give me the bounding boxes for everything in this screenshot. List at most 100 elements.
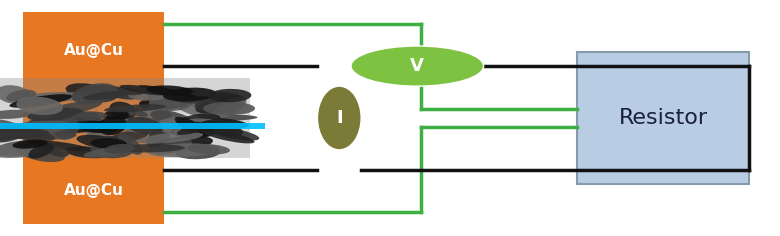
Ellipse shape: [163, 88, 216, 101]
Ellipse shape: [154, 139, 192, 154]
FancyBboxPatch shape: [577, 52, 749, 184]
Ellipse shape: [196, 95, 246, 114]
Ellipse shape: [27, 140, 90, 151]
Ellipse shape: [151, 110, 193, 127]
Ellipse shape: [128, 88, 168, 101]
Ellipse shape: [176, 96, 222, 104]
Ellipse shape: [104, 119, 155, 133]
Ellipse shape: [117, 120, 166, 132]
Ellipse shape: [147, 127, 171, 147]
Ellipse shape: [158, 120, 201, 133]
Ellipse shape: [90, 136, 119, 154]
Ellipse shape: [200, 129, 254, 143]
Ellipse shape: [60, 123, 90, 133]
Ellipse shape: [28, 119, 63, 128]
Ellipse shape: [17, 144, 66, 162]
Ellipse shape: [203, 102, 255, 115]
Text: V: V: [410, 57, 424, 75]
FancyBboxPatch shape: [0, 123, 265, 129]
FancyBboxPatch shape: [23, 12, 164, 224]
Ellipse shape: [85, 123, 122, 133]
Ellipse shape: [207, 127, 259, 141]
Ellipse shape: [69, 120, 112, 133]
Ellipse shape: [104, 110, 129, 121]
Ellipse shape: [78, 117, 114, 133]
Ellipse shape: [210, 119, 249, 128]
Ellipse shape: [177, 118, 227, 135]
Text: Resistor: Resistor: [619, 108, 707, 128]
Ellipse shape: [0, 85, 32, 104]
Ellipse shape: [83, 147, 129, 158]
Ellipse shape: [113, 106, 148, 117]
Ellipse shape: [20, 92, 93, 102]
Ellipse shape: [161, 118, 219, 135]
Ellipse shape: [0, 128, 35, 143]
Ellipse shape: [45, 111, 108, 125]
Ellipse shape: [0, 129, 49, 139]
Ellipse shape: [57, 120, 109, 132]
Ellipse shape: [28, 143, 55, 159]
Ellipse shape: [61, 122, 102, 132]
Ellipse shape: [208, 89, 251, 102]
Ellipse shape: [94, 136, 132, 149]
Ellipse shape: [171, 126, 214, 138]
Ellipse shape: [105, 144, 135, 154]
Ellipse shape: [68, 112, 101, 131]
Ellipse shape: [90, 138, 126, 149]
Ellipse shape: [115, 144, 185, 152]
Ellipse shape: [121, 118, 156, 131]
Ellipse shape: [6, 90, 36, 102]
Ellipse shape: [176, 114, 221, 129]
Ellipse shape: [66, 83, 110, 100]
Ellipse shape: [0, 119, 23, 135]
Ellipse shape: [156, 117, 204, 133]
Ellipse shape: [9, 94, 73, 108]
Ellipse shape: [101, 86, 137, 100]
Ellipse shape: [201, 120, 243, 136]
Text: I: I: [336, 109, 342, 127]
FancyBboxPatch shape: [0, 78, 250, 158]
Ellipse shape: [126, 117, 163, 135]
Ellipse shape: [175, 117, 207, 135]
Ellipse shape: [0, 140, 48, 156]
Ellipse shape: [182, 122, 213, 137]
Ellipse shape: [317, 86, 361, 150]
Ellipse shape: [351, 46, 484, 86]
Ellipse shape: [187, 144, 230, 155]
Ellipse shape: [194, 96, 227, 110]
Ellipse shape: [217, 93, 245, 103]
Ellipse shape: [147, 143, 219, 157]
Text: Au@Cu: Au@Cu: [64, 42, 123, 58]
Ellipse shape: [70, 117, 105, 128]
Ellipse shape: [61, 119, 112, 132]
Ellipse shape: [82, 90, 118, 103]
Ellipse shape: [78, 121, 118, 133]
Ellipse shape: [176, 146, 220, 159]
Ellipse shape: [27, 108, 83, 121]
Ellipse shape: [86, 85, 143, 95]
Ellipse shape: [198, 115, 257, 121]
Ellipse shape: [84, 121, 116, 129]
Ellipse shape: [55, 118, 79, 140]
Ellipse shape: [104, 104, 166, 112]
Ellipse shape: [139, 98, 181, 110]
Ellipse shape: [0, 127, 55, 141]
Text: Au@Cu: Au@Cu: [64, 183, 123, 198]
Ellipse shape: [147, 137, 179, 147]
Ellipse shape: [51, 113, 101, 130]
Ellipse shape: [173, 101, 221, 119]
Ellipse shape: [0, 123, 26, 141]
Ellipse shape: [212, 97, 239, 111]
Ellipse shape: [147, 85, 193, 96]
Ellipse shape: [7, 125, 76, 139]
Ellipse shape: [44, 146, 69, 157]
Ellipse shape: [98, 116, 127, 135]
Ellipse shape: [210, 92, 243, 102]
Ellipse shape: [76, 135, 126, 149]
Ellipse shape: [3, 121, 73, 135]
Ellipse shape: [146, 87, 187, 108]
Ellipse shape: [109, 102, 136, 119]
Ellipse shape: [171, 122, 222, 135]
Ellipse shape: [87, 126, 116, 138]
Ellipse shape: [41, 101, 102, 116]
